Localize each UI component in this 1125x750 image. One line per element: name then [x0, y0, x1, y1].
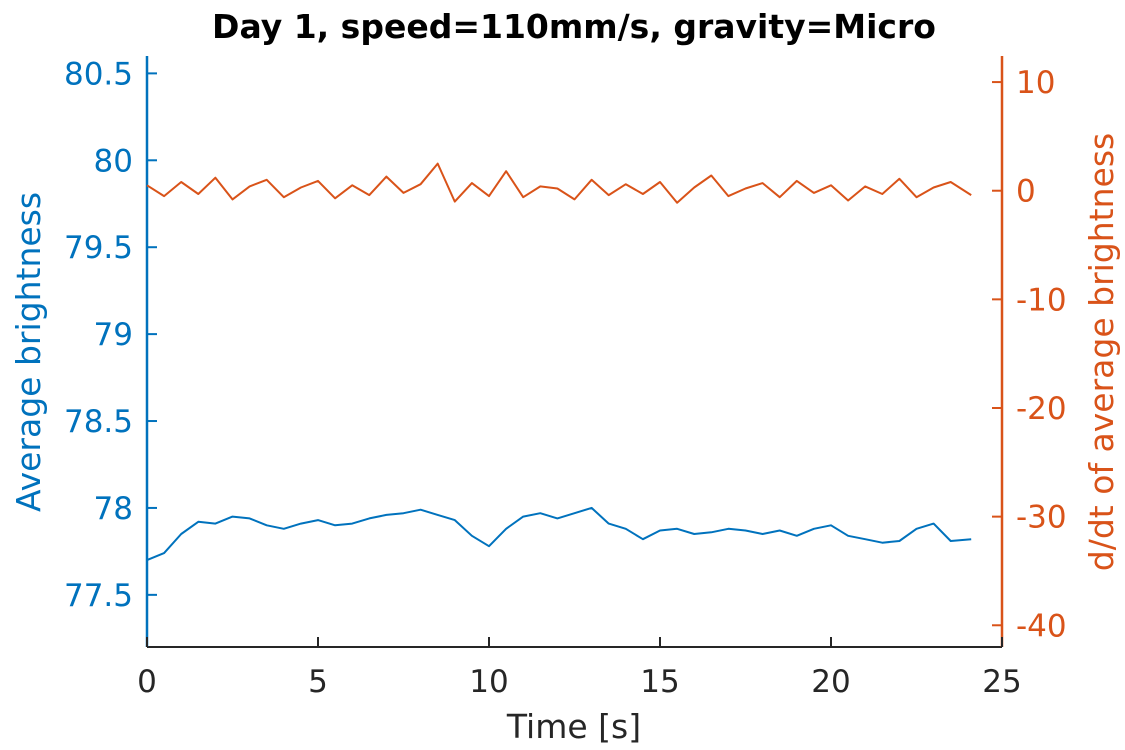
y-left-tick-label: 78.5	[64, 404, 133, 440]
x-tick-label: 0	[137, 664, 157, 700]
y-right-tick-label: -40	[1016, 608, 1067, 644]
x-tick-label: 20	[811, 664, 850, 700]
series-line-derivative	[146, 162, 972, 204]
plot-area: 0 5 10 15 20 25 77.5 78 78.5 79 79.5 80 80.5 -40 -30 -2…	[64, 56, 1067, 700]
y-axis-left-title: Average brightness	[9, 192, 48, 512]
y-right-tick-label: -10	[1016, 282, 1067, 318]
y-axis-right-title: d/dt of average brightness	[1082, 133, 1121, 571]
y-left-tick-label: 80	[94, 143, 133, 179]
x-axis-title: Time [s]	[506, 707, 641, 746]
x-tick-label: 25	[982, 664, 1021, 700]
y-left-tick-label: 77.5	[64, 578, 133, 614]
y-right-tick-label: 10	[1016, 65, 1055, 101]
x-tick-label: 15	[640, 664, 679, 700]
x-tick-label: 10	[469, 664, 508, 700]
x-tick-label: 5	[308, 664, 328, 700]
y-right-tick-label: 0	[1016, 174, 1036, 210]
y-right-tick-label: -30	[1016, 500, 1067, 536]
y-left-tick-label: 78	[94, 491, 133, 527]
series-line-average-brightness	[146, 506, 972, 562]
y-left-tick-label: 80.5	[64, 56, 133, 92]
chart-title: Day 1, speed=110mm/s, gravity=Micro	[212, 7, 936, 46]
y-left-tick-label: 79.5	[64, 230, 133, 266]
y-right-tick-label: -20	[1016, 391, 1067, 427]
y-left-tick-label: 79	[94, 317, 133, 353]
